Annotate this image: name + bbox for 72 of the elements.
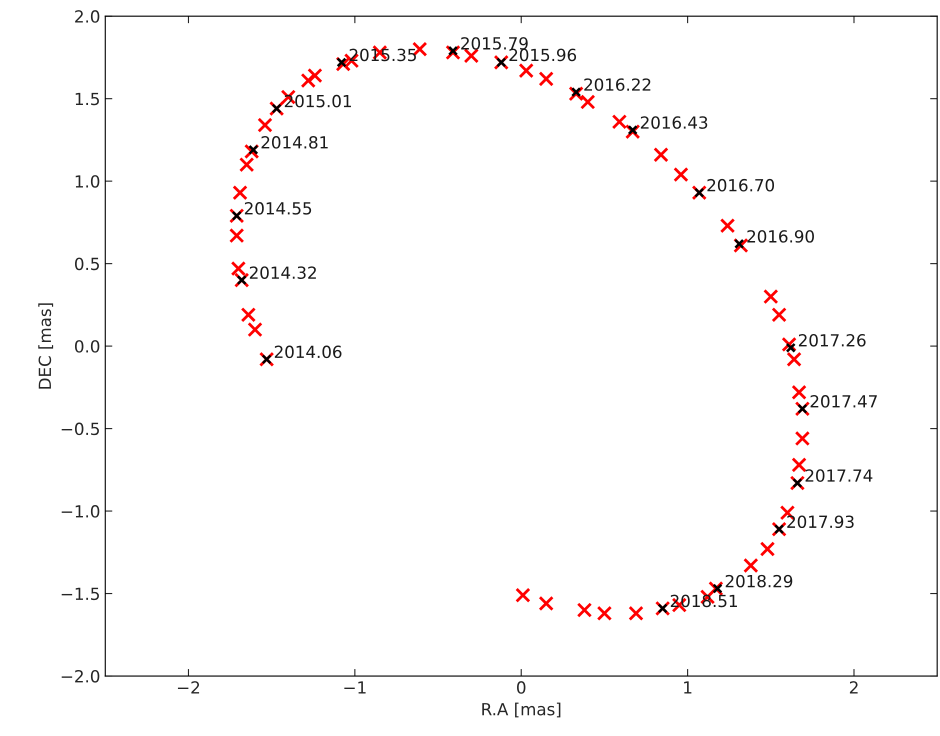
point (571, 87, 582, 98)
point (232, 185, 248, 200)
point (248, 144, 258, 155)
annotation: 2018.29 (726, 574, 792, 588)
point (336, 57, 347, 68)
point (247, 322, 263, 338)
point (794, 430, 810, 446)
annotation: 2014.55 (244, 202, 312, 215)
y-tick-label: 0.0 (75, 340, 100, 353)
annotation: 2015.79 (461, 37, 528, 50)
x-tick-label: −1 (344, 681, 366, 694)
annotation: 2014.81 (262, 136, 328, 149)
point (448, 46, 458, 56)
annotation: 2015.96 (509, 48, 576, 62)
x-tick-label: 1 (684, 681, 692, 694)
point (576, 602, 592, 618)
annotation: 2017.93 (787, 515, 854, 528)
point (653, 147, 669, 162)
y-tick-label: −0.5 (62, 422, 99, 436)
x-tick-label: 0 (517, 681, 526, 694)
annotation: 2016.22 (584, 78, 650, 91)
point (229, 228, 244, 244)
x-tick-label: 2 (850, 681, 858, 694)
y-tick-label: 2.0 (75, 10, 100, 23)
point (734, 238, 744, 249)
point (240, 307, 256, 322)
y-tick-label: 1.0 (76, 175, 100, 188)
point (673, 166, 689, 182)
point (786, 342, 796, 353)
point (760, 541, 776, 557)
annotation: 2017.26 (798, 334, 866, 347)
point (538, 596, 554, 612)
point (797, 404, 808, 414)
point (792, 478, 802, 488)
annotation: 2014.06 (274, 346, 342, 358)
y-tick-label: −2.0 (62, 670, 100, 683)
point (518, 63, 534, 78)
point (786, 352, 802, 367)
y-tick-label: −1.0 (62, 505, 100, 518)
point (720, 218, 736, 234)
annotation: 2014.32 (250, 266, 316, 279)
point (515, 588, 530, 603)
annotation: 2016.43 (640, 116, 708, 129)
x-tick-label: −2 (178, 681, 200, 694)
point (763, 289, 778, 304)
point (307, 68, 323, 84)
point (628, 606, 644, 621)
annotation: 2016.70 (707, 178, 774, 192)
x-axis-title: R.A [mas] (482, 702, 560, 718)
point (230, 260, 246, 276)
point (239, 157, 254, 172)
point (257, 117, 273, 133)
point (612, 114, 627, 130)
point (300, 72, 316, 88)
y-tick-label: 0.5 (75, 258, 99, 270)
point (743, 558, 758, 574)
annotation: 2017.74 (806, 469, 872, 482)
y-tick-label: 1.5 (76, 92, 99, 106)
point (628, 124, 638, 136)
point (791, 384, 807, 400)
point (580, 94, 596, 110)
annotation: 2016.90 (747, 230, 814, 243)
point (791, 457, 807, 472)
y-axis-title: DEC [mas] (38, 303, 54, 389)
point (596, 606, 612, 621)
point (538, 71, 554, 86)
annotation: 2017.47 (810, 395, 877, 408)
annotation: 2015.01 (284, 94, 351, 108)
point (772, 307, 787, 322)
point (272, 104, 282, 114)
point (712, 584, 723, 594)
y-tick-label: −1.5 (62, 588, 99, 600)
